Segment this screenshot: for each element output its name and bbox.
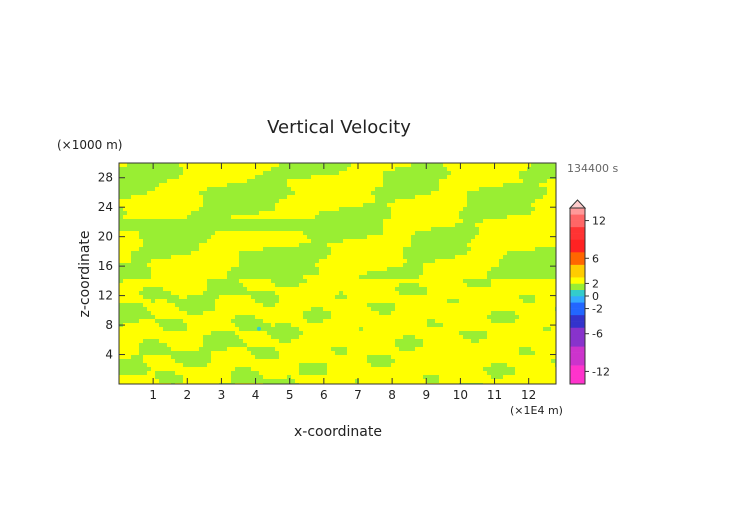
y-tick-label: 24 bbox=[98, 200, 113, 214]
colorbar-band bbox=[570, 214, 585, 221]
colorbar-band bbox=[570, 233, 585, 240]
colorbar-band bbox=[570, 220, 585, 228]
colorbar-band bbox=[570, 321, 585, 328]
colorbar-tick-label: -6 bbox=[592, 328, 603, 341]
colorbar-band bbox=[570, 270, 585, 278]
x-tick-label: 8 bbox=[388, 388, 396, 402]
y-unit-label: (×1000 m) bbox=[57, 138, 122, 152]
colorbar-band bbox=[570, 239, 585, 247]
y-tick-label: 28 bbox=[98, 171, 113, 185]
x-axis-label: x-coordinate bbox=[294, 424, 382, 440]
colorbar-band bbox=[570, 277, 585, 284]
x-tick-label: 11 bbox=[487, 388, 502, 402]
colorbar-band bbox=[570, 226, 585, 234]
colorbar-band bbox=[570, 340, 585, 347]
y-tick-label: 20 bbox=[98, 230, 113, 244]
x-tick-label: 12 bbox=[521, 388, 536, 402]
x-tick-label: 5 bbox=[286, 388, 294, 402]
colorbar-band bbox=[570, 208, 585, 215]
x-tick-label: 4 bbox=[252, 388, 260, 402]
colorbar-band bbox=[570, 346, 585, 353]
colorbar-band bbox=[570, 327, 585, 335]
y-tick-label: 16 bbox=[98, 259, 113, 273]
y-tick-label: 4 bbox=[105, 348, 113, 362]
negative-velocity-region bbox=[119, 163, 556, 384]
colorbar-band bbox=[570, 314, 585, 322]
colorbar-band bbox=[570, 245, 585, 253]
colorbar-band bbox=[570, 308, 585, 316]
colorbar-extend-max bbox=[568, 199, 587, 209]
colorbar-band bbox=[570, 333, 585, 341]
x-tick-label: 6 bbox=[320, 388, 328, 402]
colorbar-band bbox=[570, 296, 585, 303]
colorbar-band bbox=[570, 252, 585, 259]
negative-spot bbox=[256, 326, 261, 331]
colorbar-tick-label: 6 bbox=[592, 252, 599, 265]
colorbar-band bbox=[570, 358, 585, 366]
x-tick-label: 10 bbox=[453, 388, 468, 402]
field-contours bbox=[119, 163, 556, 384]
colorbar-band bbox=[570, 283, 585, 291]
y-tick-label: 12 bbox=[98, 289, 113, 303]
x-unit-label: (×1E4 m) bbox=[510, 404, 563, 417]
y-axis-label: z-coordinate bbox=[77, 230, 93, 317]
x-tick-label: 7 bbox=[354, 388, 362, 402]
colorbar-band bbox=[570, 352, 585, 360]
x-tick-label: 9 bbox=[422, 388, 430, 402]
colorbar-tick-label: 0 bbox=[592, 290, 599, 303]
colorbar-tick-label: 12 bbox=[592, 215, 606, 228]
x-ticks: 1 2 3 4 5 6 7 8 9 10 11 12 bbox=[149, 163, 536, 402]
x-tick-label: 3 bbox=[218, 388, 226, 402]
colorbar-band bbox=[570, 365, 585, 372]
colorbar: 12 6 20-2 -6 -12 bbox=[568, 199, 610, 385]
colorbar-tick-label: -12 bbox=[592, 365, 610, 378]
colorbar-band bbox=[570, 377, 585, 385]
colorbar-tick-label: -2 bbox=[592, 303, 603, 316]
colorbar-band bbox=[570, 264, 585, 272]
plot-frame bbox=[118, 162, 557, 385]
colorbar-band bbox=[570, 302, 585, 309]
colorbar-band bbox=[570, 371, 585, 379]
time-label: 134400 s bbox=[567, 162, 618, 175]
chart-title: Vertical Velocity bbox=[267, 117, 411, 138]
colorbar-band bbox=[570, 289, 585, 297]
x-tick-label: 2 bbox=[183, 388, 191, 402]
colorbar-band bbox=[570, 258, 585, 265]
y-ticks: 4 8 12 16 20 24 28 bbox=[98, 171, 556, 362]
colorbar-tick-label: 2 bbox=[592, 277, 599, 290]
y-tick-label: 8 bbox=[105, 318, 113, 332]
x-tick-label: 1 bbox=[149, 388, 157, 402]
